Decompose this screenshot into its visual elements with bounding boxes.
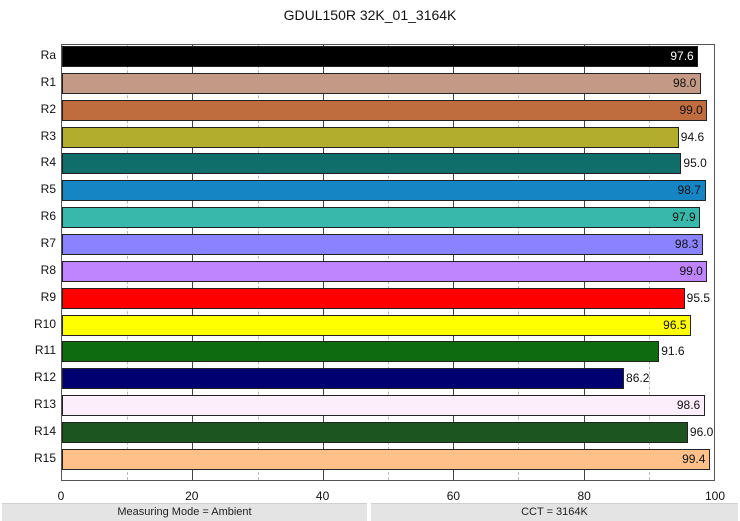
- bar-r6: [62, 207, 701, 229]
- value-label: 99.0: [679, 263, 703, 278]
- value-label: 98.7: [677, 183, 701, 198]
- x-tick-label: 60: [446, 489, 461, 503]
- bar-r11: [62, 341, 660, 363]
- measuring-mode-status: Measuring Mode = Ambient: [2, 503, 367, 521]
- x-tick-label: 100: [704, 489, 726, 503]
- bar-r5: [62, 180, 706, 202]
- bar-r9: [62, 287, 685, 309]
- y-tick-label: R4: [40, 155, 56, 170]
- bar-r2: [62, 99, 708, 121]
- y-tick-label: R2: [40, 101, 56, 116]
- y-tick-label: R3: [40, 128, 56, 143]
- value-label: 91.6: [661, 344, 685, 359]
- y-tick-label: R5: [40, 182, 56, 197]
- bar-r14: [62, 421, 688, 443]
- value-label: 98.3: [674, 236, 699, 251]
- bar-r13: [62, 395, 705, 417]
- value-label: 98.6: [676, 398, 701, 413]
- x-tick-label: 0: [57, 489, 65, 503]
- y-tick-label: Ra: [40, 48, 56, 62]
- y-tick-label: R13: [33, 397, 56, 412]
- x-tick-label: 20: [185, 489, 199, 503]
- y-tick-label: R8: [40, 262, 56, 277]
- value-label: 96.5: [663, 317, 687, 332]
- bar-r4: [62, 153, 682, 175]
- y-tick-label: R9: [40, 289, 56, 304]
- bar-r10: [62, 314, 692, 336]
- x-tick-label: 80: [577, 489, 591, 503]
- y-tick-label: R10: [33, 316, 56, 331]
- value-label: 97.6: [670, 49, 694, 63]
- bar-r12: [62, 368, 625, 390]
- y-tick-label: R6: [40, 209, 56, 224]
- bar-r1: [62, 72, 701, 94]
- value-label: 95.0: [683, 156, 707, 171]
- y-tick-label: R1: [40, 74, 56, 89]
- y-tick-label: R15: [33, 450, 56, 465]
- bar-r15: [62, 448, 711, 470]
- value-label: 98.0: [672, 75, 697, 90]
- bar-r3: [62, 126, 679, 148]
- value-label: 95.5: [686, 290, 711, 305]
- y-tick-label: R12: [33, 370, 56, 385]
- y-tick-label: R7: [40, 235, 56, 250]
- value-label: 99.4: [682, 451, 706, 466]
- y-tick-label: R11: [34, 343, 56, 358]
- x-tick-label: 40: [315, 489, 330, 503]
- value-label: 97.9: [672, 210, 696, 225]
- value-label: 94.6: [680, 129, 705, 144]
- y-tick-label: R14: [33, 423, 56, 438]
- value-label: 86.2: [626, 371, 650, 386]
- value-label: 99.0: [679, 102, 703, 117]
- cct-status: CCT = 3164K: [371, 503, 738, 521]
- value-label: 96.0: [689, 424, 714, 439]
- bar-ra: [62, 46, 699, 67]
- plot-area: 97.6 98.0 99.0 94.6 95.0 98.7 97.9 98.3 99.0 95.5…: [61, 44, 715, 481]
- bar-r8: [62, 260, 708, 282]
- chart-title: GDUL150R 32K_01_3164K: [283, 7, 457, 23]
- bar-r7: [62, 233, 703, 255]
